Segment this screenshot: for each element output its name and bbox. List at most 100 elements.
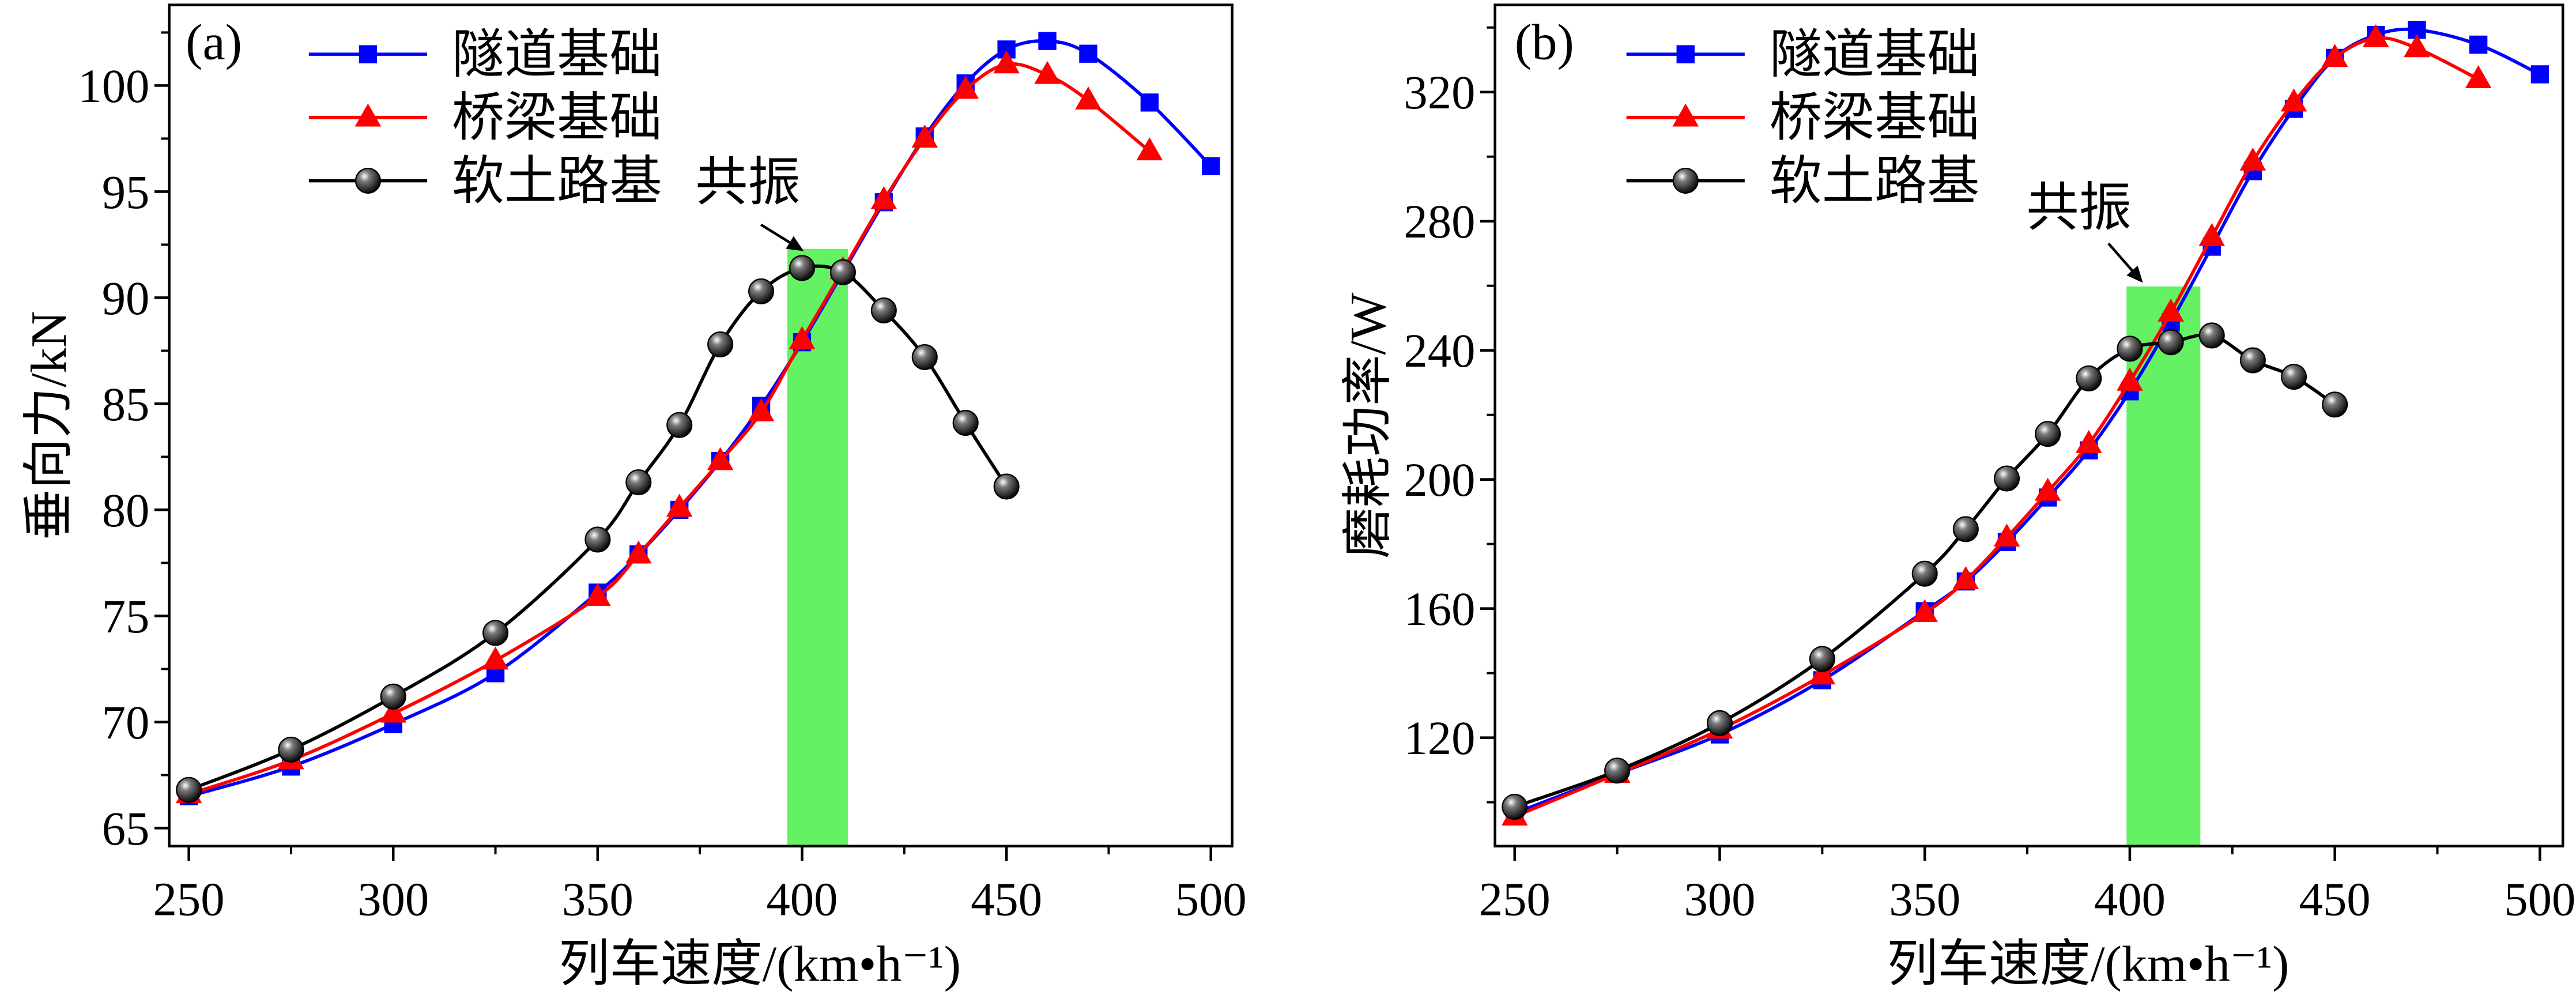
y-tick-label: 240 [1404, 324, 1475, 377]
x-tick-label: 350 [1889, 872, 1960, 925]
legend-marker [1672, 103, 1699, 127]
x-tick-label: 400 [2094, 872, 2166, 925]
data-point [1706, 710, 1733, 736]
legend-item: 软土路基 [1626, 152, 1980, 210]
x-tick-label: 450 [2299, 872, 2371, 925]
data-point [584, 526, 611, 553]
x-tick-label: 400 [766, 872, 838, 925]
data-point [1502, 793, 1528, 820]
x-tick-label: 350 [562, 872, 633, 925]
data-point [2469, 35, 2488, 54]
y-tick-label: 200 [1404, 453, 1475, 506]
data-point [2198, 322, 2225, 349]
y-tick-label: 75 [102, 590, 150, 643]
data-point [952, 76, 979, 99]
data-point [625, 469, 652, 496]
y-tick-label: 95 [102, 165, 150, 218]
data-point [1952, 566, 1979, 590]
data-point [870, 186, 897, 209]
y-tick-label: 70 [102, 696, 150, 749]
legend-label: 软土路基 [1770, 152, 1980, 210]
data-point [2280, 88, 2307, 112]
data-point [1038, 32, 1057, 50]
data-point [176, 777, 202, 803]
legend-item: 隧道基础 [1626, 25, 1980, 84]
y-tick-label: 160 [1404, 582, 1475, 635]
data-point [666, 412, 693, 438]
data-point [666, 493, 693, 517]
data-point [1993, 465, 2020, 492]
data-point [1079, 44, 1097, 63]
data-point [1140, 93, 1159, 112]
y-axis-label: 垂向力/kN [21, 311, 77, 540]
y-tick-label: 120 [1404, 711, 1475, 764]
panel-label: (a) [186, 14, 242, 71]
y-tick-label: 100 [78, 59, 149, 112]
data-point [911, 344, 938, 370]
data-point [2117, 336, 2143, 362]
data-point [1202, 157, 1220, 175]
data-point [380, 683, 406, 710]
data-point [748, 398, 775, 421]
data-point [789, 326, 816, 349]
data-point [2158, 298, 2184, 322]
legend-marker [354, 103, 382, 127]
data-point [2530, 65, 2549, 84]
plot-frame [1493, 3, 2564, 848]
data-point [1809, 661, 1836, 685]
data-point [2280, 364, 2307, 390]
x-axis-label: 列车速度/(km•h⁻¹) [559, 936, 961, 992]
data-point [482, 620, 509, 646]
data-point [1136, 137, 1163, 161]
y-tick-label: 65 [102, 802, 150, 855]
annotation-arrowhead [2126, 265, 2143, 283]
data-point [2035, 421, 2061, 447]
data-point [2034, 477, 2061, 501]
data-point [1993, 523, 2020, 547]
legend-item: 桥梁基础 [308, 89, 662, 147]
data-point [2362, 24, 2389, 47]
legend-item: 桥梁基础 [1626, 89, 1979, 147]
data-point [2404, 34, 2430, 58]
y-tick-label: 280 [1404, 195, 1475, 248]
annotation-arrow [2107, 242, 2133, 272]
data-point [482, 646, 509, 670]
chart-panel-a: 250 300 350 400 450 500 65 70 75 80 85 90 95 100 隧道基础桥… [21, 3, 1247, 992]
x-tick-label: 450 [971, 872, 1042, 925]
x-tick-label: 250 [153, 872, 225, 925]
data-point [707, 447, 734, 470]
legend-marker [1672, 167, 1699, 194]
y-tick-label: 90 [102, 272, 150, 325]
legend-marker [1676, 45, 1695, 63]
panel-label: (b) [1515, 14, 1574, 71]
data-point [278, 736, 304, 763]
data-point [789, 255, 815, 281]
data-point [829, 259, 856, 285]
data-point [993, 50, 1020, 74]
annotation-text: 共振 [2026, 179, 2131, 237]
data-point [1911, 599, 1938, 623]
data-point [952, 410, 979, 436]
annotation-arrow [760, 223, 791, 244]
data-point [2076, 365, 2102, 391]
legend-label: 隧道基础 [1770, 25, 1980, 84]
data-point [748, 278, 775, 304]
legend-item: 隧道基础 [308, 25, 662, 84]
chart-panel-b: 250 300 350 400 450 500 120 160 200 240 280 320 隧道基础… [1340, 3, 2575, 992]
data-point [2198, 223, 2226, 246]
data-point [911, 125, 938, 148]
x-tick-label: 300 [1684, 872, 1755, 925]
data-point [2322, 391, 2348, 418]
x-tick-label: 500 [1175, 872, 1247, 925]
data-point [993, 473, 1020, 500]
data-point [1604, 757, 1631, 784]
x-axis-label: 列车速度/(km•h⁻¹) [1887, 936, 2290, 992]
y-tick-label: 320 [1404, 66, 1475, 119]
data-point [2239, 347, 2266, 374]
data-point [1809, 646, 1835, 672]
series-line [1514, 27, 2541, 815]
data-point [625, 540, 652, 564]
data-point [2075, 429, 2102, 453]
